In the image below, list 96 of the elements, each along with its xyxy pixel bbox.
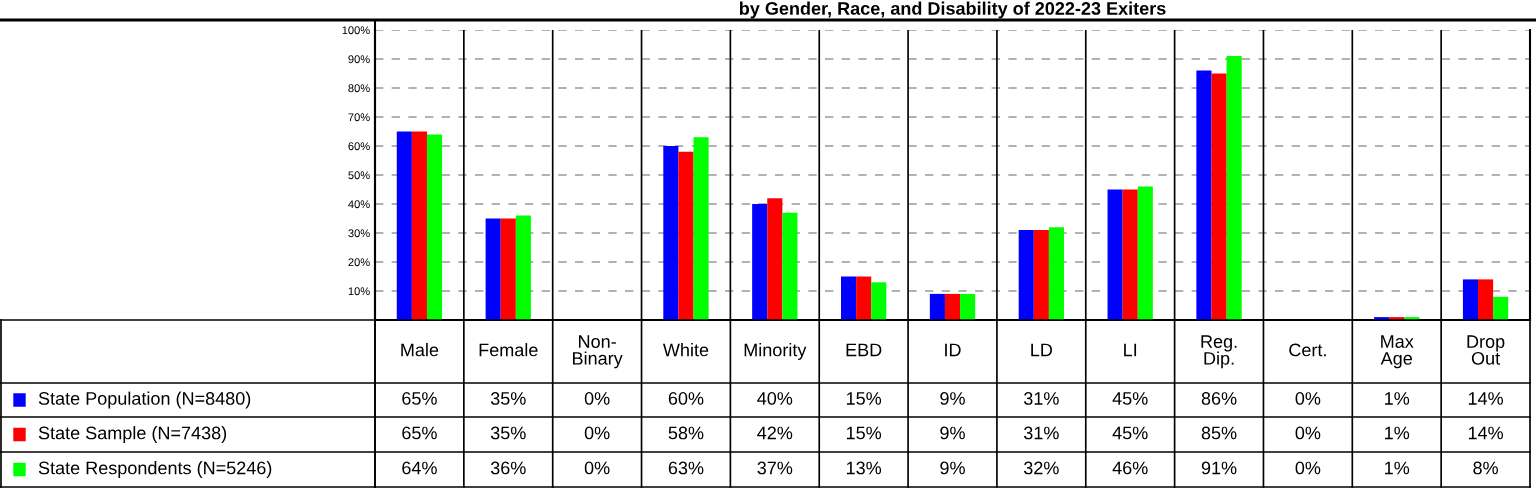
bar [1196,70,1212,320]
data-label: 32% [1023,461,1059,475]
legend-label: State Population (N=8480) [38,391,251,409]
bar [767,198,783,320]
data-label: 91% [1201,461,1237,475]
x-tick-label: Max Age [1380,335,1414,369]
data-label: 42% [757,426,793,440]
bar [411,131,427,320]
data-label: 0% [1295,426,1321,440]
bar [841,276,857,320]
x-tick-label: Male [401,343,439,357]
data-label: 9% [940,426,965,440]
x-tick-label: Reg. Dip. [1201,335,1237,369]
x-tick-label: White [662,343,709,357]
data-label: 45% [1112,426,1148,440]
data-label: 63% [668,461,704,475]
bar [1137,186,1153,320]
data-label: 31% [1023,426,1059,440]
bar [960,293,976,320]
data-label: 14% [1468,426,1503,440]
bar [929,293,945,320]
x-tick-label: ID [945,343,961,357]
bar [1211,73,1227,320]
y-tick-label: 10% [348,287,370,296]
x-tick-label: Minority [744,343,807,360]
data-label: 35% [490,392,526,405]
bar [426,134,443,320]
data-label: 58% [668,426,704,440]
bar [396,131,412,320]
y-tick-label: 30% [348,229,370,238]
x-tick-label: Female [479,343,538,357]
bar [1048,227,1064,320]
y-tick-label: 90% [348,55,370,64]
bar [515,215,531,320]
data-label: 0% [584,392,610,405]
x-tick-label: LD [1031,343,1053,357]
data-label: 8% [1473,461,1498,475]
x-tick-label: LI [1124,343,1137,357]
bar [1462,279,1479,320]
x-tick-label: Drop Out [1467,335,1505,365]
bar [663,146,679,320]
data-label: 14% [1468,392,1503,405]
data-label: 85% [1201,426,1237,440]
data-label: 15% [846,426,882,440]
data-label: 1% [1385,426,1410,440]
x-tick-label: Non- Binary [573,335,623,369]
bar [944,293,961,320]
x-tick-label: Cert. [1289,343,1326,357]
data-label: 40% [757,392,793,405]
data-label: 65% [402,392,437,405]
y-tick-label: 20% [348,258,370,267]
data-label: 35% [490,426,526,440]
data-label: 15% [846,392,882,405]
data-label: 31% [1023,392,1059,405]
bar [1226,56,1242,320]
bar [1478,279,1494,320]
data-label: 64% [402,461,437,475]
data-label: 1% [1385,461,1410,475]
data-label: 1% [1385,392,1410,405]
y-tick-label: 40% [348,200,370,209]
data-label: 0% [1295,461,1321,475]
bar [871,282,887,320]
bar [752,204,768,320]
bar [1033,230,1049,320]
bar [1018,230,1034,320]
data-label: 0% [584,426,610,440]
data-label: 0% [1295,392,1321,405]
legend-label: State Sample (N=7438) [38,426,227,443]
bar [782,212,798,320]
y-tick-label: 80% [348,84,370,93]
data-label: 0% [584,461,610,475]
bar [500,218,516,320]
data-label: 45% [1112,392,1148,405]
y-tick-label: 70% [348,113,370,122]
bar [1107,189,1123,320]
data-label: 37% [757,461,793,475]
bar [856,276,872,320]
data-label: 9% [940,392,965,405]
data-label: 46% [1112,461,1148,475]
legend-label: State Respondents (N=5246) [38,461,272,478]
y-tick-label: 60% [348,142,370,151]
data-label: 36% [490,461,526,475]
bar [693,137,709,320]
bar [1122,189,1138,320]
bar [678,151,694,320]
data-label: 60% [668,392,704,405]
y-tick-label: 100% [342,26,370,35]
x-tick-label: EBD [846,343,882,357]
y-tick-label: 50% [348,171,370,180]
bar [1493,296,1509,320]
chart-title: by Gender, Race, and Disability of 2022-23 Exiters [739,1,1166,19]
data-label: 9% [940,461,965,475]
data-label: 86% [1201,392,1237,405]
data-label: 13% [846,461,882,475]
data-label: 65% [402,426,437,440]
bar [485,218,501,320]
